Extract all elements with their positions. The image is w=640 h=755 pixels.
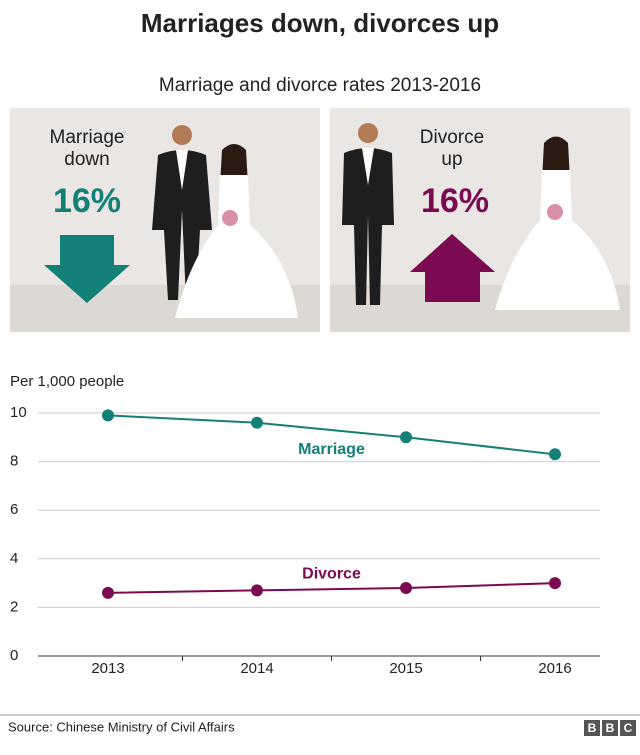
data-point xyxy=(549,448,561,461)
y-axis-label: Per 1,000 people xyxy=(10,373,124,390)
y-tick-label: 8 xyxy=(10,453,18,470)
logo-letter: B xyxy=(606,721,615,735)
data-point xyxy=(251,416,263,429)
panel-label: Marriage xyxy=(50,127,125,148)
logo-letter: C xyxy=(624,721,633,735)
bride xyxy=(175,144,298,318)
x-tick-label: 2015 xyxy=(389,660,422,677)
x-tick-label: 2013 xyxy=(91,660,124,677)
data-point xyxy=(251,584,263,597)
panel-label: Divorce xyxy=(420,127,484,148)
logo-letter: B xyxy=(588,721,597,735)
data-point xyxy=(102,409,114,422)
data-point xyxy=(102,586,114,599)
groom xyxy=(342,123,394,305)
bride xyxy=(495,136,620,310)
y-tick-label: 10 xyxy=(10,404,27,421)
panel-label: down xyxy=(64,149,109,170)
title: Marriages down, divorces up xyxy=(141,8,499,38)
panel-change: 16% xyxy=(421,182,489,220)
subtitle: Marriage and divorce rates 2013-2016 xyxy=(159,75,481,96)
series-line xyxy=(107,582,556,594)
y-tick-label: 4 xyxy=(10,550,18,567)
panel-label: up xyxy=(441,149,462,170)
arrow-down xyxy=(44,235,130,303)
series-line xyxy=(107,414,556,456)
x-tick-label: 2014 xyxy=(240,660,273,677)
series-label: Marriage xyxy=(298,441,365,458)
data-point xyxy=(400,431,412,444)
y-tick-label: 0 xyxy=(10,647,18,664)
source: Source: Chinese Ministry of Civil Affair… xyxy=(8,719,235,734)
x-tick-label: 2016 xyxy=(538,660,571,677)
data-point xyxy=(400,581,412,594)
arrow-up xyxy=(410,234,495,302)
logo: B B C xyxy=(584,720,636,736)
panel-change: 16% xyxy=(53,182,121,220)
series-label: Divorce xyxy=(302,565,361,582)
y-tick-label: 2 xyxy=(10,598,18,615)
data-point xyxy=(549,577,561,590)
y-tick-label: 6 xyxy=(10,501,18,518)
